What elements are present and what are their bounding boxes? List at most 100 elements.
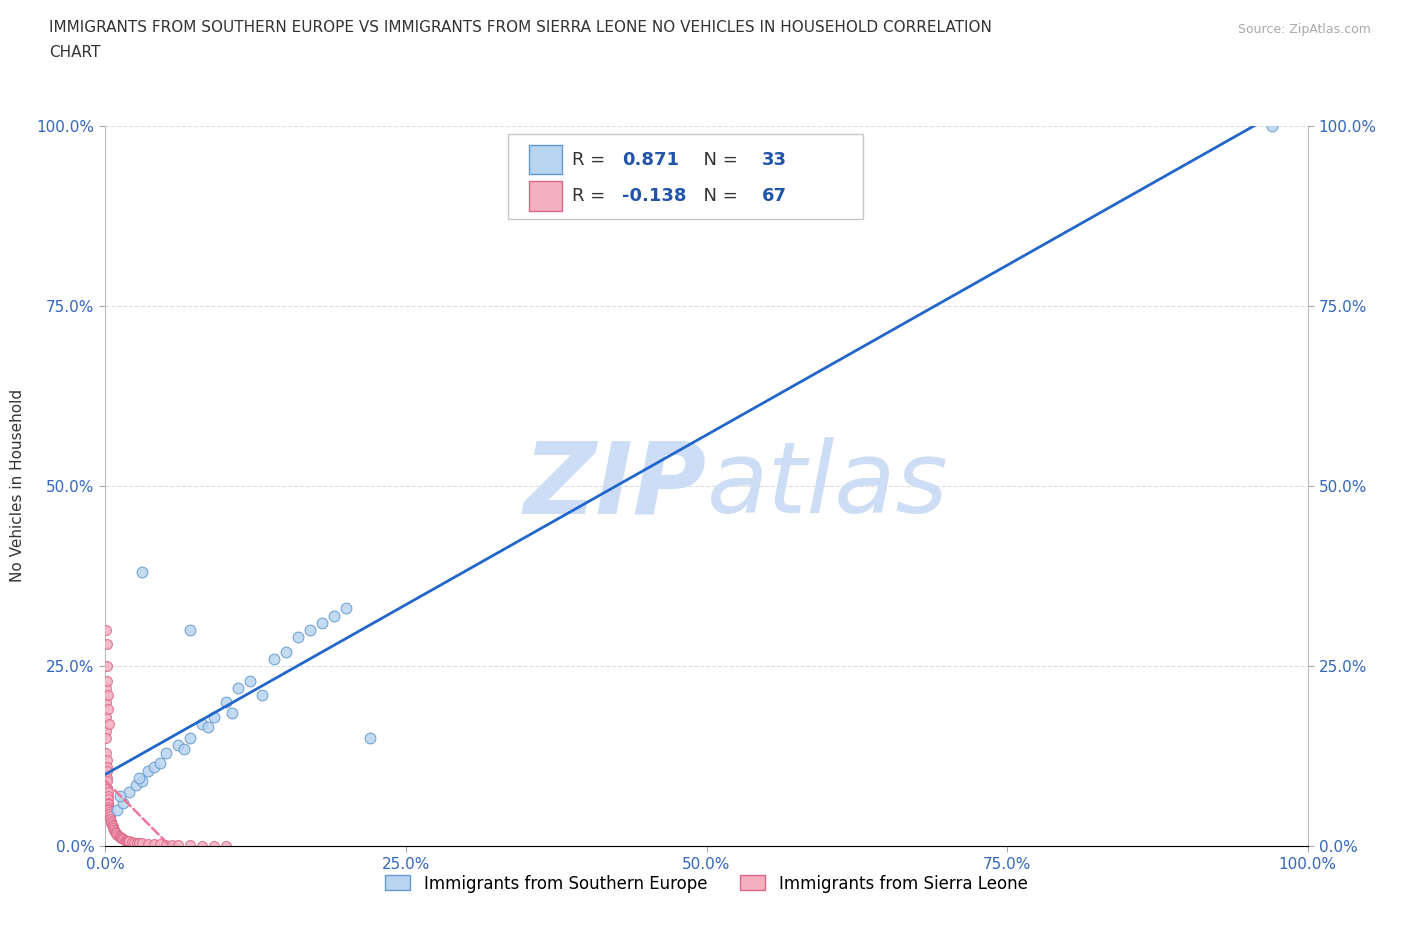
Point <box>103 821 125 836</box>
Point <box>98 716 121 731</box>
Point <box>108 789 131 804</box>
FancyBboxPatch shape <box>529 145 562 175</box>
Point <box>190 716 212 731</box>
Text: IMMIGRANTS FROM SOUTHERN EUROPE VS IMMIGRANTS FROM SIERRA LEONE NO VEHICLES IN H: IMMIGRANTS FROM SOUTHERN EUROPE VS IMMIG… <box>49 20 993 35</box>
Point <box>117 834 139 849</box>
Point <box>96 752 118 767</box>
Point <box>97 803 120 817</box>
Text: R =: R = <box>572 187 610 206</box>
FancyBboxPatch shape <box>508 134 863 219</box>
FancyBboxPatch shape <box>529 181 562 211</box>
Point <box>96 724 118 738</box>
Point <box>197 720 219 735</box>
Point <box>96 673 118 688</box>
Point <box>96 731 118 746</box>
Point <box>112 796 135 811</box>
Point <box>250 687 273 702</box>
Point <box>226 681 249 696</box>
Point <box>96 764 118 778</box>
Point <box>287 630 309 644</box>
Point <box>121 834 143 849</box>
Point <box>107 803 129 817</box>
Point <box>214 838 236 853</box>
Point <box>148 756 170 771</box>
Point <box>173 741 195 756</box>
Point <box>1260 118 1282 133</box>
Point <box>105 826 128 841</box>
Point <box>96 774 118 789</box>
Point <box>128 836 150 851</box>
Point <box>155 837 177 852</box>
Point <box>107 829 129 844</box>
Point <box>96 658 118 673</box>
Point <box>155 745 177 760</box>
Point <box>97 797 120 812</box>
Point <box>97 799 120 814</box>
Point <box>125 835 148 850</box>
Point <box>100 814 122 829</box>
Point <box>136 764 159 778</box>
Point <box>108 830 131 844</box>
Point <box>190 838 212 853</box>
Point <box>110 830 132 845</box>
Text: 33: 33 <box>762 151 787 168</box>
Point <box>97 785 120 800</box>
Text: Source: ZipAtlas.com: Source: ZipAtlas.com <box>1237 23 1371 36</box>
Point <box>221 706 243 721</box>
Text: 67: 67 <box>762 187 787 206</box>
Point <box>97 792 120 807</box>
Text: ZIP: ZIP <box>523 437 707 535</box>
Point <box>118 785 141 800</box>
Point <box>96 781 118 796</box>
Point <box>202 838 225 853</box>
Point <box>96 745 118 760</box>
Point <box>94 695 117 710</box>
Text: N =: N = <box>692 187 744 206</box>
Point <box>97 789 120 804</box>
Point <box>298 623 321 638</box>
Point <box>101 818 124 833</box>
Point <box>359 731 381 746</box>
Point <box>112 831 135 846</box>
Point <box>128 770 150 785</box>
Point <box>98 806 121 821</box>
Point <box>94 681 117 696</box>
Point <box>97 687 120 702</box>
Point <box>97 796 120 811</box>
Point <box>96 770 118 785</box>
Point <box>166 738 188 753</box>
Point <box>104 825 127 840</box>
Point <box>335 601 357 616</box>
Point <box>97 804 120 819</box>
Text: atlas: atlas <box>707 437 948 535</box>
Point <box>107 828 129 843</box>
Point <box>100 816 122 830</box>
Point <box>263 651 285 666</box>
Point <box>142 760 165 775</box>
Point <box>179 731 201 746</box>
Point <box>311 616 333 631</box>
Point <box>166 837 188 852</box>
Point <box>98 812 121 827</box>
Point <box>131 565 153 580</box>
Point <box>114 832 136 847</box>
Point <box>97 802 120 817</box>
Point <box>322 608 344 623</box>
Point <box>131 774 153 789</box>
Point <box>97 702 120 717</box>
Point <box>115 833 138 848</box>
Point <box>131 836 153 851</box>
Point <box>142 837 165 852</box>
Point <box>103 822 125 837</box>
Point <box>274 644 297 659</box>
Point <box>136 837 159 852</box>
Point <box>148 837 170 852</box>
Text: -0.138: -0.138 <box>623 187 688 206</box>
Point <box>96 710 118 724</box>
Point <box>214 695 236 710</box>
Point <box>111 830 134 845</box>
Point <box>104 825 127 840</box>
Text: CHART: CHART <box>49 45 101 60</box>
Point <box>179 623 201 638</box>
Text: R =: R = <box>572 151 610 168</box>
